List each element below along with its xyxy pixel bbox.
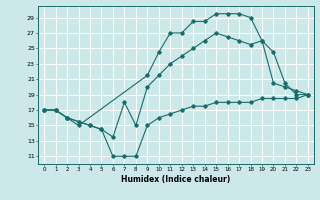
X-axis label: Humidex (Indice chaleur): Humidex (Indice chaleur) xyxy=(121,175,231,184)
